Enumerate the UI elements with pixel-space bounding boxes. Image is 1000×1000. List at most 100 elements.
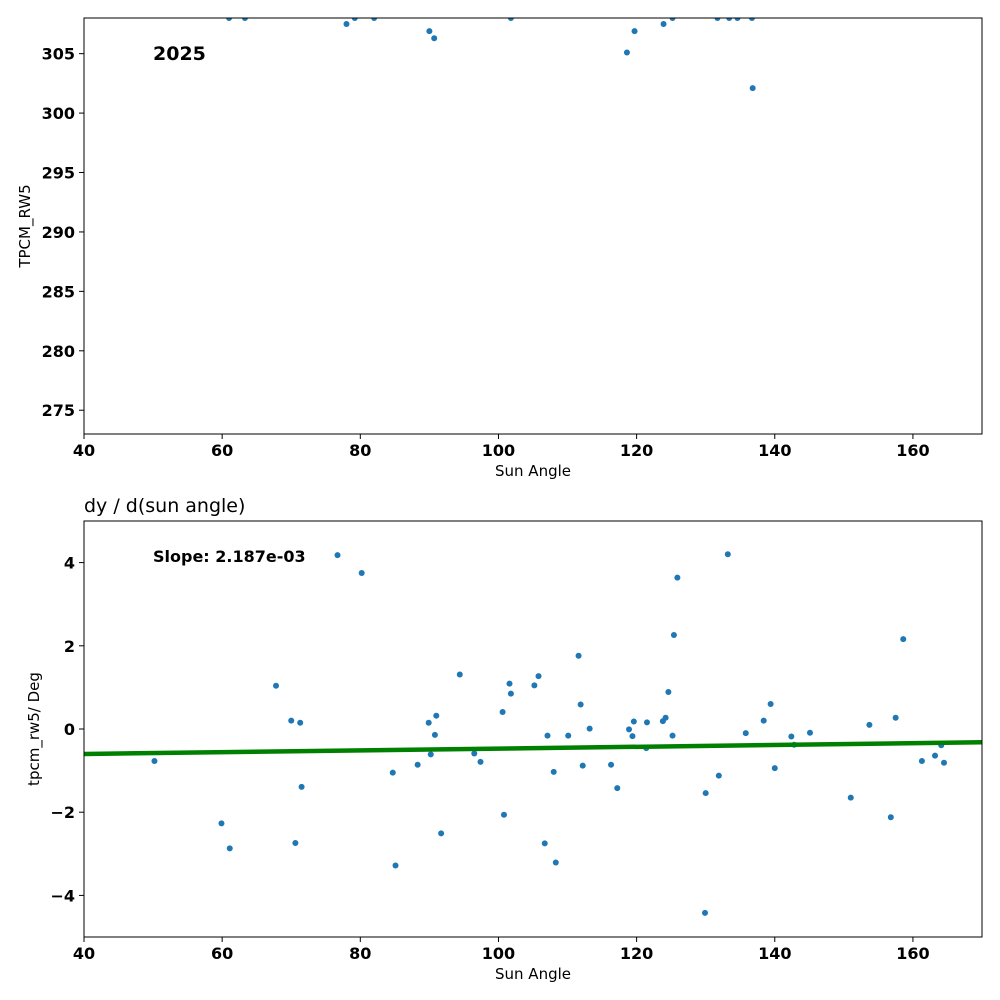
data-point xyxy=(630,718,637,725)
data-point xyxy=(334,552,341,559)
data-point xyxy=(742,730,749,737)
data-point xyxy=(724,551,731,558)
x-tick-label: 100 xyxy=(482,441,515,460)
data-point xyxy=(433,712,440,719)
y-tick-label: 285 xyxy=(42,282,75,301)
data-point xyxy=(343,20,350,27)
data-point xyxy=(477,758,484,765)
data-point xyxy=(392,862,399,869)
y-tick-label: 290 xyxy=(42,223,75,242)
data-point xyxy=(669,18,676,21)
x-tick-label: 120 xyxy=(620,944,653,963)
data-point xyxy=(702,790,709,797)
data-point xyxy=(456,671,463,678)
data-point xyxy=(535,673,542,680)
data-point xyxy=(660,20,667,27)
y-tick-label: 300 xyxy=(42,104,75,123)
data-point xyxy=(471,750,478,757)
data-point xyxy=(806,729,813,736)
data-point xyxy=(565,732,572,739)
y-tick-label: 280 xyxy=(42,342,75,361)
data-point xyxy=(297,719,304,726)
data-point xyxy=(577,701,584,708)
data-points xyxy=(151,551,948,916)
data-point xyxy=(586,725,593,732)
y-axis-label: tpcm_rw5/ Deg xyxy=(25,672,44,786)
chart-title: dy / d(sun angle) xyxy=(84,495,245,517)
fit-line xyxy=(84,740,982,757)
data-point xyxy=(847,794,854,801)
scatter-chart-top: 40 60 80 100 120 140 160 275 280 285 290 295 300 305… xyxy=(16,17,983,480)
data-point xyxy=(544,732,551,739)
data-point xyxy=(579,762,586,769)
x-tick-label: 160 xyxy=(896,944,929,963)
y-axis-ticks: 275 280 285 290 295 300 305 xyxy=(42,45,84,420)
data-point xyxy=(643,719,650,726)
data-point xyxy=(292,839,299,846)
scatter-chart-bottom: 40 60 80 100 120 140 160 −4 −2 0 2 4 dy / d(sun an… xyxy=(25,495,983,983)
data-point xyxy=(900,636,907,643)
data-point xyxy=(714,18,721,21)
data-point xyxy=(670,631,677,638)
year-annotation: 2025 xyxy=(153,43,206,65)
plot-frame xyxy=(83,17,983,435)
data-point xyxy=(767,701,774,708)
data-point xyxy=(726,18,733,21)
y-tick-label: 2 xyxy=(64,637,75,656)
data-point xyxy=(631,28,638,35)
y-tick-label: 275 xyxy=(42,401,75,420)
y-tick-label: −2 xyxy=(50,803,75,822)
data-point xyxy=(500,811,507,818)
x-tick-label: 140 xyxy=(758,441,791,460)
data-point xyxy=(941,759,948,766)
data-point xyxy=(887,814,894,821)
data-point xyxy=(892,714,899,721)
x-axis-label: Sun Angle xyxy=(495,462,571,480)
x-tick-label: 80 xyxy=(349,441,371,460)
data-point xyxy=(507,690,514,697)
data-point xyxy=(932,752,939,759)
data-point xyxy=(734,18,741,21)
data-point xyxy=(506,680,513,687)
y-tick-label: −4 xyxy=(50,886,75,905)
data-point xyxy=(351,18,358,21)
data-point xyxy=(371,18,378,21)
data-point xyxy=(241,18,248,21)
data-point xyxy=(541,840,548,847)
data-point xyxy=(749,85,756,92)
x-axis-ticks: 40 60 80 100 120 140 160 xyxy=(73,434,930,460)
data-point xyxy=(614,785,621,792)
y-tick-label: 305 xyxy=(42,45,75,64)
y-tick-label: 0 xyxy=(64,720,75,739)
data-point xyxy=(499,708,506,715)
data-point xyxy=(288,717,295,724)
slope-annotation: Slope: 2.187e-03 xyxy=(153,547,306,566)
x-tick-label: 60 xyxy=(211,441,233,460)
data-point xyxy=(623,49,630,56)
data-points xyxy=(226,18,756,92)
y-axis-label: TPCM_RW5 xyxy=(16,184,35,268)
data-point xyxy=(151,758,158,765)
data-point xyxy=(674,574,681,581)
data-point xyxy=(760,717,767,724)
data-point xyxy=(226,845,233,852)
data-point xyxy=(702,909,709,916)
data-point xyxy=(788,733,795,740)
data-point xyxy=(748,18,755,21)
data-point xyxy=(608,761,615,768)
data-point xyxy=(626,726,633,733)
data-point xyxy=(414,761,421,768)
x-axis-label: Sun Angle xyxy=(495,965,571,983)
data-point xyxy=(358,570,365,576)
x-tick-label: 140 xyxy=(758,944,791,963)
x-axis-ticks: 40 60 80 100 120 140 160 xyxy=(73,937,930,963)
y-tick-label: 4 xyxy=(64,554,75,573)
data-point xyxy=(507,18,514,21)
data-point xyxy=(431,35,438,42)
data-point xyxy=(866,721,873,728)
data-point xyxy=(273,682,280,689)
data-point xyxy=(665,688,672,695)
data-point xyxy=(552,859,559,866)
data-point xyxy=(575,652,582,659)
data-point xyxy=(389,769,396,776)
